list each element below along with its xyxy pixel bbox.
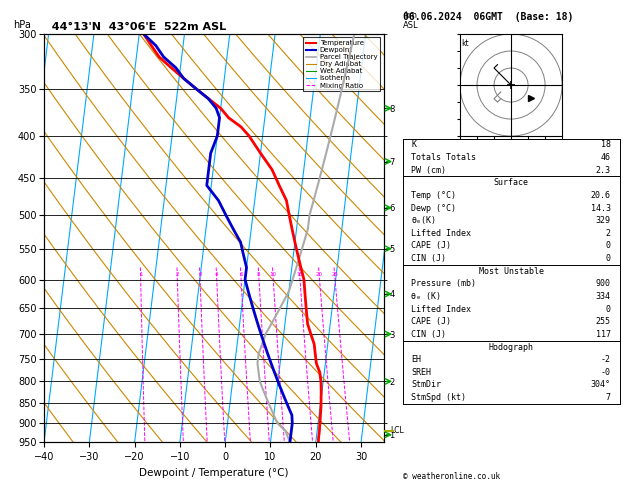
Text: 4: 4 bbox=[215, 272, 218, 277]
Text: km
ASL: km ASL bbox=[403, 11, 419, 30]
Text: Lifted Index: Lifted Index bbox=[411, 305, 471, 313]
Text: 0: 0 bbox=[606, 242, 611, 250]
Text: 329: 329 bbox=[596, 216, 611, 225]
Text: kt: kt bbox=[462, 39, 469, 48]
Text: 304°: 304° bbox=[591, 381, 611, 389]
Text: θₑ(K): θₑ(K) bbox=[411, 216, 437, 225]
Text: hPa: hPa bbox=[13, 20, 31, 30]
Text: 18: 18 bbox=[601, 140, 611, 149]
Text: 8: 8 bbox=[257, 272, 260, 277]
Text: Totals Totals: Totals Totals bbox=[411, 153, 476, 162]
Text: SREH: SREH bbox=[411, 368, 431, 377]
Text: 14.3: 14.3 bbox=[591, 204, 611, 212]
Text: θₑ (K): θₑ (K) bbox=[411, 292, 441, 301]
Text: PW (cm): PW (cm) bbox=[411, 166, 446, 174]
Text: 20: 20 bbox=[316, 272, 323, 277]
Text: CIN (J): CIN (J) bbox=[411, 330, 446, 339]
Text: 3: 3 bbox=[198, 272, 202, 277]
Text: 6: 6 bbox=[239, 272, 243, 277]
Text: 46: 46 bbox=[601, 153, 611, 162]
Text: -2: -2 bbox=[601, 355, 611, 364]
Text: Most Unstable: Most Unstable bbox=[479, 267, 543, 276]
Text: Mixing Ratio (g/kg): Mixing Ratio (g/kg) bbox=[420, 198, 429, 278]
Text: Surface: Surface bbox=[494, 178, 528, 187]
Text: CIN (J): CIN (J) bbox=[411, 254, 446, 263]
Text: 2.3: 2.3 bbox=[596, 166, 611, 174]
Text: 15: 15 bbox=[296, 272, 303, 277]
Text: 255: 255 bbox=[596, 317, 611, 326]
Text: 334: 334 bbox=[596, 292, 611, 301]
Text: 0: 0 bbox=[606, 305, 611, 313]
Text: 117: 117 bbox=[596, 330, 611, 339]
Text: Dewp (°C): Dewp (°C) bbox=[411, 204, 456, 212]
Text: Hodograph: Hodograph bbox=[489, 343, 533, 351]
Text: 7: 7 bbox=[606, 393, 611, 402]
Text: K: K bbox=[411, 140, 416, 149]
Text: StmDir: StmDir bbox=[411, 381, 441, 389]
Text: 1: 1 bbox=[139, 272, 142, 277]
Text: 0: 0 bbox=[606, 254, 611, 263]
Text: CAPE (J): CAPE (J) bbox=[411, 317, 451, 326]
Text: CAPE (J): CAPE (J) bbox=[411, 242, 451, 250]
Text: © weatheronline.co.uk: © weatheronline.co.uk bbox=[403, 472, 499, 481]
Text: EH: EH bbox=[411, 355, 421, 364]
Text: 25: 25 bbox=[331, 272, 338, 277]
Text: StmSpd (kt): StmSpd (kt) bbox=[411, 393, 466, 402]
Legend: Temperature, Dewpoint, Parcel Trajectory, Dry Adiabat, Wet Adiabat, Isotherm, Mi: Temperature, Dewpoint, Parcel Trajectory… bbox=[303, 37, 380, 91]
Text: LCL: LCL bbox=[391, 426, 404, 435]
Text: 44°13'N  43°06'E  522m ASL: 44°13'N 43°06'E 522m ASL bbox=[44, 22, 226, 32]
Text: 2: 2 bbox=[606, 229, 611, 238]
Text: 20.6: 20.6 bbox=[591, 191, 611, 200]
Text: 10: 10 bbox=[270, 272, 277, 277]
Text: 2: 2 bbox=[175, 272, 179, 277]
Text: Pressure (mb): Pressure (mb) bbox=[411, 279, 476, 288]
Text: Lifted Index: Lifted Index bbox=[411, 229, 471, 238]
X-axis label: Dewpoint / Temperature (°C): Dewpoint / Temperature (°C) bbox=[139, 468, 289, 478]
Text: 06.06.2024  06GMT  (Base: 18): 06.06.2024 06GMT (Base: 18) bbox=[403, 12, 573, 22]
Text: 900: 900 bbox=[596, 279, 611, 288]
Text: Temp (°C): Temp (°C) bbox=[411, 191, 456, 200]
Text: -0: -0 bbox=[601, 368, 611, 377]
